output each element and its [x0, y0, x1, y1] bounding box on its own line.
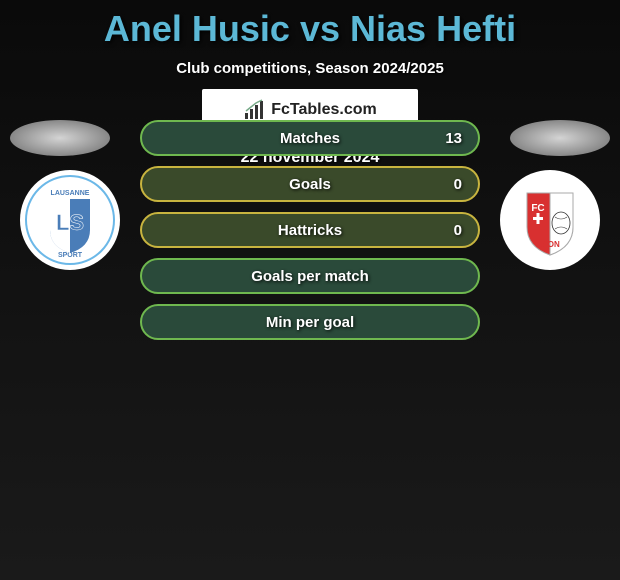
player2-name: Nias Hefti — [350, 8, 516, 49]
svg-text:SPORT: SPORT — [58, 252, 83, 259]
stat-row: Hattricks 0 — [140, 212, 480, 248]
player1-avatar — [10, 120, 110, 156]
club-badge-left: LAUSANNE SPORT LS — [20, 170, 120, 270]
stat-label: Goals — [289, 176, 331, 193]
stat-row: Goals per match — [140, 258, 480, 294]
vs-text: vs — [300, 8, 340, 49]
brand-text: FcTables.com — [271, 101, 377, 119]
svg-text:LS: LS — [56, 210, 84, 235]
lausanne-logo-icon: LAUSANNE SPORT LS — [25, 175, 115, 265]
svg-text:FC: FC — [531, 203, 544, 214]
stat-row: Goals 0 — [140, 166, 480, 202]
svg-text:LAUSANNE: LAUSANNE — [51, 190, 90, 197]
stat-label: Matches — [280, 130, 340, 147]
stat-label: Hattricks — [278, 222, 342, 239]
stat-value-right: 0 — [454, 222, 462, 239]
player1-name: Anel Husic — [104, 8, 290, 49]
stats-container: Matches 13 Goals 0 Hattricks 0 Goals per match… — [140, 120, 480, 350]
chart-icon — [243, 99, 265, 121]
stat-label: Goals per match — [251, 268, 369, 285]
club-badge-right: FC SION — [500, 170, 600, 270]
stat-value-right: 0 — [454, 176, 462, 193]
stat-label: Min per goal — [266, 314, 354, 331]
svg-text:SION: SION — [540, 240, 560, 249]
player2-avatar — [510, 120, 610, 156]
sion-logo-icon: FC SION — [505, 175, 595, 265]
stat-row: Min per goal — [140, 304, 480, 340]
stat-row: Matches 13 — [140, 120, 480, 156]
stat-value-right: 13 — [445, 130, 462, 147]
subtitle: Club competitions, Season 2024/2025 — [0, 60, 620, 77]
page-title: Anel Husic vs Nias Hefti — [0, 0, 620, 50]
